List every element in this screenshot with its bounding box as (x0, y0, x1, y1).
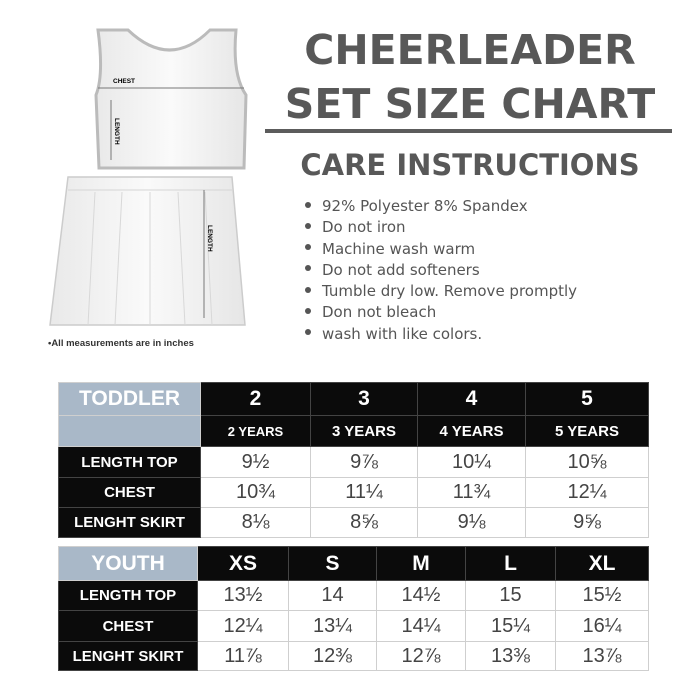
care-list: 92% Polyester 8% Spandex Do not iron Mac… (305, 197, 577, 346)
table-row: LENGTH TOP 9½ 9⅞ 10¼ 10⅝ (58, 446, 649, 478)
care-item: Don not bleach (305, 303, 577, 324)
value-cell: 16¼ (555, 610, 649, 642)
age-header: 3 YEARS (310, 415, 418, 447)
bullet-icon (305, 244, 311, 251)
row-label: CHEST (58, 610, 198, 642)
row-label: LENGHT SKIRT (58, 507, 201, 538)
size-header: L (465, 546, 556, 581)
svg-text:LENGTH: LENGTH (206, 225, 213, 252)
value-cell: 13½ (197, 580, 289, 611)
age-header: 2 YEARS (200, 415, 311, 447)
size-header: XS (197, 546, 289, 581)
value-cell: 14½ (376, 580, 466, 611)
cheerleader-set-illustration: CHEST LENGTH LENGTH (49, 28, 248, 326)
size-header: 2 (200, 382, 311, 416)
youth-label: YOUTH (58, 546, 198, 581)
toddler-label: TODDLER (58, 382, 201, 416)
corner-cell (58, 415, 201, 447)
measurement-note: •All measurements are in inches (48, 338, 194, 349)
value-cell: 13⅞ (555, 641, 649, 671)
value-cell: 8⅝ (310, 507, 418, 538)
value-cell: 9⅛ (417, 507, 526, 538)
care-item: Tumble dry low. Remove promptly (305, 282, 577, 303)
table-row: LENGHT SKIRT 8⅛ 8⅝ 9⅛ 9⅝ (58, 507, 649, 538)
row-label: LENGHT SKIRT (58, 641, 198, 671)
value-cell: 12⅞ (376, 641, 466, 671)
care-heading: CARE INSTRUCTIONS (300, 148, 640, 182)
value-cell: 12⅜ (288, 641, 377, 671)
table-row: LENGTH TOP 13½ 14 14½ 15 15½ (58, 580, 649, 611)
value-cell: 14 (288, 580, 377, 611)
size-header: S (288, 546, 377, 581)
value-cell: 11⅞ (197, 641, 289, 671)
value-cell: 10¾ (200, 477, 311, 508)
row-label: LENGTH TOP (58, 446, 201, 478)
bullet-icon (305, 286, 311, 293)
bullet-icon (305, 265, 311, 272)
svg-text:CHEST: CHEST (113, 78, 135, 85)
table-row: CHEST 10¾ 11¼ 11¾ 12¼ (58, 477, 649, 508)
svg-text:LENGTH: LENGTH (113, 118, 120, 145)
value-cell: 15¼ (465, 610, 556, 642)
pleated-skirt (49, 176, 246, 326)
title-line-1: CHEERLEADER (304, 26, 636, 74)
care-item: Do not add softeners (305, 261, 577, 282)
value-cell: 11¾ (417, 477, 526, 508)
care-item: Machine wash warm (305, 240, 577, 261)
youth-size-table: YOUTH XS S M L XL LENGTH TOP 13½ 14 14½ … (58, 546, 649, 671)
value-cell: 10¼ (417, 446, 526, 478)
size-header: M (376, 546, 466, 581)
table-row: LENGHT SKIRT 11⅞ 12⅜ 12⅞ 13⅜ 13⅞ (58, 641, 649, 671)
age-header: 4 YEARS (417, 415, 526, 447)
row-label: CHEST (58, 477, 201, 508)
toddler-size-table: TODDLER 2 3 4 5 2 YEARS 3 YEARS 4 YEARS … (58, 382, 649, 538)
value-cell: 15 (465, 580, 556, 611)
care-item: Do not iron (305, 218, 577, 239)
care-item: wash with like colors. (305, 325, 577, 346)
bullet-icon (305, 222, 311, 229)
divider (265, 129, 672, 133)
bullet-icon (305, 307, 311, 314)
value-cell: 8⅛ (200, 507, 311, 538)
value-cell: 13⅜ (465, 641, 556, 671)
value-cell: 10⅝ (525, 446, 649, 478)
value-cell: 9⅝ (525, 507, 649, 538)
age-header: 5 YEARS (525, 415, 649, 447)
value-cell: 12¼ (525, 477, 649, 508)
bullet-icon (305, 329, 311, 336)
title-line-2: SET SIZE CHART (284, 80, 656, 128)
row-label: LENGTH TOP (58, 580, 198, 611)
value-cell: 14¼ (376, 610, 466, 642)
care-item: 92% Polyester 8% Spandex (305, 197, 577, 218)
size-header: 3 (310, 382, 418, 416)
size-header: 4 (417, 382, 526, 416)
value-cell: 11¼ (310, 477, 418, 508)
value-cell: 12¼ (197, 610, 289, 642)
value-cell: 9⅞ (310, 446, 418, 478)
bullet-icon (305, 201, 311, 208)
value-cell: 13¼ (288, 610, 377, 642)
size-header: XL (555, 546, 649, 581)
value-cell: 9½ (200, 446, 311, 478)
size-header: 5 (525, 382, 649, 416)
table-row: CHEST 12¼ 13¼ 14¼ 15¼ 16¼ (58, 610, 649, 642)
value-cell: 15½ (555, 580, 649, 611)
crop-top (94, 28, 248, 170)
